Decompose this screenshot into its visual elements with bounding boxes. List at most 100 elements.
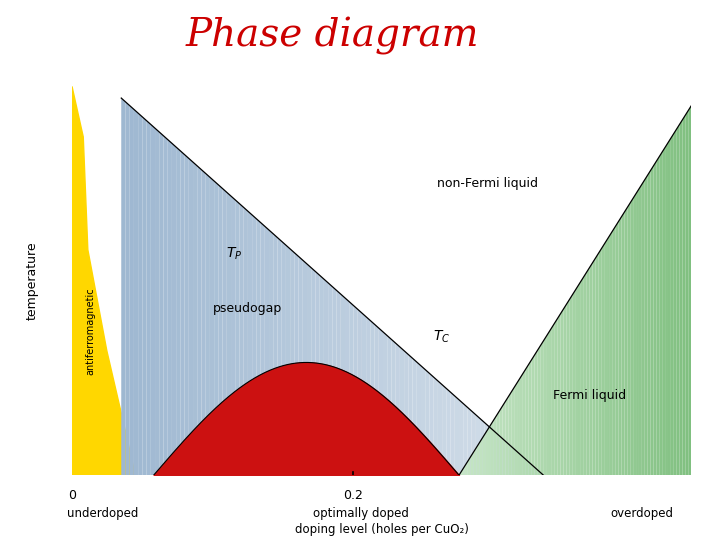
Polygon shape bbox=[584, 272, 587, 475]
Polygon shape bbox=[235, 200, 240, 475]
Polygon shape bbox=[299, 256, 303, 475]
Polygon shape bbox=[130, 106, 134, 475]
Polygon shape bbox=[277, 238, 282, 475]
Polygon shape bbox=[480, 438, 482, 475]
Polygon shape bbox=[688, 106, 691, 475]
Polygon shape bbox=[518, 453, 522, 475]
Polygon shape bbox=[485, 429, 488, 475]
Polygon shape bbox=[654, 161, 657, 475]
Polygon shape bbox=[459, 470, 462, 475]
Polygon shape bbox=[683, 115, 685, 475]
Polygon shape bbox=[134, 110, 138, 475]
Polygon shape bbox=[467, 407, 472, 475]
Polygon shape bbox=[660, 152, 662, 475]
Polygon shape bbox=[125, 102, 130, 475]
Polygon shape bbox=[598, 249, 601, 475]
Polygon shape bbox=[505, 441, 510, 475]
Polygon shape bbox=[685, 111, 688, 475]
Polygon shape bbox=[358, 309, 362, 475]
Polygon shape bbox=[636, 189, 639, 475]
Polygon shape bbox=[648, 171, 651, 475]
Polygon shape bbox=[265, 226, 269, 475]
Polygon shape bbox=[616, 221, 618, 475]
Polygon shape bbox=[543, 337, 546, 475]
Polygon shape bbox=[540, 341, 543, 475]
Polygon shape bbox=[561, 309, 564, 475]
Polygon shape bbox=[587, 267, 590, 475]
Polygon shape bbox=[362, 313, 366, 475]
Polygon shape bbox=[417, 362, 421, 475]
Text: superconducting: superconducting bbox=[255, 424, 354, 437]
Polygon shape bbox=[531, 355, 534, 475]
Polygon shape bbox=[176, 147, 181, 475]
Polygon shape bbox=[539, 471, 544, 475]
Polygon shape bbox=[172, 143, 176, 475]
Polygon shape bbox=[446, 388, 451, 475]
Polygon shape bbox=[396, 343, 400, 475]
Polygon shape bbox=[500, 406, 503, 475]
Polygon shape bbox=[595, 254, 598, 475]
Polygon shape bbox=[668, 138, 671, 475]
Polygon shape bbox=[459, 400, 463, 475]
Polygon shape bbox=[231, 196, 235, 475]
Polygon shape bbox=[535, 468, 539, 475]
Polygon shape bbox=[408, 355, 413, 475]
Polygon shape bbox=[143, 117, 147, 475]
Polygon shape bbox=[193, 162, 197, 475]
Polygon shape bbox=[482, 434, 485, 475]
Polygon shape bbox=[426, 369, 429, 475]
Polygon shape bbox=[497, 410, 500, 475]
Polygon shape bbox=[349, 302, 354, 475]
Polygon shape bbox=[590, 263, 593, 475]
Polygon shape bbox=[514, 449, 518, 475]
Polygon shape bbox=[290, 249, 294, 475]
Polygon shape bbox=[476, 415, 480, 475]
Polygon shape bbox=[370, 321, 374, 475]
Polygon shape bbox=[572, 291, 575, 475]
Polygon shape bbox=[510, 445, 514, 475]
Polygon shape bbox=[627, 203, 630, 475]
Text: pseudogap: pseudogap bbox=[213, 301, 282, 314]
Polygon shape bbox=[121, 98, 125, 475]
Polygon shape bbox=[421, 366, 426, 475]
Polygon shape bbox=[282, 241, 286, 475]
Polygon shape bbox=[570, 295, 572, 475]
Polygon shape bbox=[492, 430, 497, 475]
Polygon shape bbox=[147, 121, 150, 475]
Text: $T_P$: $T_P$ bbox=[225, 245, 242, 262]
Polygon shape bbox=[294, 253, 299, 475]
Polygon shape bbox=[630, 198, 633, 475]
Polygon shape bbox=[508, 392, 511, 475]
Polygon shape bbox=[639, 184, 642, 475]
Polygon shape bbox=[613, 226, 616, 475]
Polygon shape bbox=[549, 327, 552, 475]
Polygon shape bbox=[531, 464, 535, 475]
Polygon shape bbox=[387, 336, 392, 475]
Polygon shape bbox=[607, 235, 610, 475]
Text: antiferromagnetic: antiferromagnetic bbox=[85, 287, 95, 375]
Polygon shape bbox=[662, 147, 665, 475]
Polygon shape bbox=[400, 347, 404, 475]
Polygon shape bbox=[413, 358, 417, 475]
Polygon shape bbox=[633, 193, 636, 475]
Polygon shape bbox=[311, 268, 315, 475]
Polygon shape bbox=[477, 443, 480, 475]
Polygon shape bbox=[671, 133, 674, 475]
Polygon shape bbox=[558, 314, 561, 475]
Polygon shape bbox=[674, 129, 677, 475]
Polygon shape bbox=[520, 374, 523, 475]
Polygon shape bbox=[462, 466, 465, 475]
Polygon shape bbox=[618, 217, 621, 475]
Polygon shape bbox=[324, 279, 328, 475]
Polygon shape bbox=[404, 351, 408, 475]
Polygon shape bbox=[442, 384, 446, 475]
Polygon shape bbox=[138, 113, 143, 475]
Polygon shape bbox=[645, 175, 648, 475]
Polygon shape bbox=[155, 128, 159, 475]
Polygon shape bbox=[485, 422, 489, 475]
Polygon shape bbox=[451, 392, 455, 475]
Polygon shape bbox=[465, 461, 468, 475]
Polygon shape bbox=[604, 240, 607, 475]
Polygon shape bbox=[491, 420, 494, 475]
Polygon shape bbox=[463, 403, 467, 475]
